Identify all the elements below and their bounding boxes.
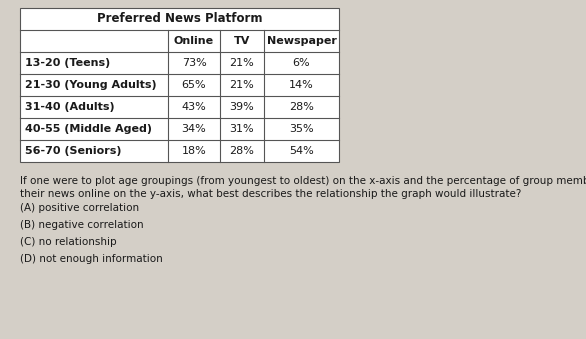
Text: (B) negative correlation: (B) negative correlation <box>20 220 144 230</box>
Text: 21-30 (Young Adults): 21-30 (Young Adults) <box>25 80 156 90</box>
Text: 28%: 28% <box>230 146 254 156</box>
Text: (C) no relationship: (C) no relationship <box>20 237 117 247</box>
Text: 21%: 21% <box>230 58 254 68</box>
Text: their news online on the y-axis, what best describes the relationship the graph : their news online on the y-axis, what be… <box>20 189 522 199</box>
Text: 31-40 (Adults): 31-40 (Adults) <box>25 102 115 112</box>
Text: Online: Online <box>174 36 214 46</box>
Text: Preferred News Platform: Preferred News Platform <box>97 13 263 25</box>
Text: 28%: 28% <box>289 102 314 112</box>
Text: If one were to plot age groupings (from youngest to oldest) on the x-axis and th: If one were to plot age groupings (from … <box>20 176 586 186</box>
Text: 31%: 31% <box>230 124 254 134</box>
Text: 6%: 6% <box>292 58 311 68</box>
Text: 65%: 65% <box>182 80 206 90</box>
Text: 39%: 39% <box>230 102 254 112</box>
Text: 54%: 54% <box>289 146 314 156</box>
Text: 21%: 21% <box>230 80 254 90</box>
Text: 13-20 (Teens): 13-20 (Teens) <box>25 58 110 68</box>
Text: 34%: 34% <box>182 124 206 134</box>
Bar <box>20 8 339 162</box>
Text: 14%: 14% <box>289 80 314 90</box>
Text: 56-70 (Seniors): 56-70 (Seniors) <box>25 146 121 156</box>
Text: 73%: 73% <box>182 58 206 68</box>
Text: TV: TV <box>234 36 250 46</box>
Text: 35%: 35% <box>289 124 314 134</box>
Text: Newspaper: Newspaper <box>267 36 336 46</box>
Text: 43%: 43% <box>182 102 206 112</box>
Text: 40-55 (Middle Aged): 40-55 (Middle Aged) <box>25 124 152 134</box>
Text: (A) positive correlation: (A) positive correlation <box>20 203 139 213</box>
Text: (D) not enough information: (D) not enough information <box>20 254 163 264</box>
Text: 18%: 18% <box>182 146 206 156</box>
